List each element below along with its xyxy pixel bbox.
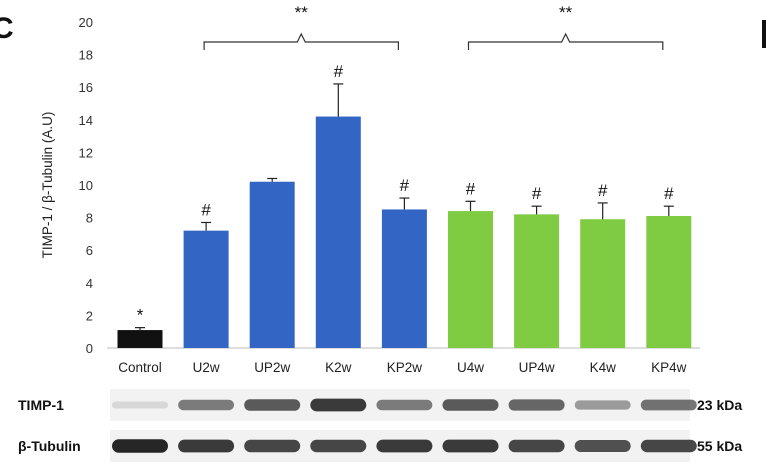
bar-UP2w — [249, 181, 295, 348]
significance-bracket-label: ** — [559, 3, 573, 22]
blot-band — [640, 399, 697, 411]
significance-mark-U4w: # — [466, 179, 476, 198]
blot-band — [640, 439, 697, 453]
significance-bracket — [203, 32, 399, 50]
category-label-KP2w: KP2w — [387, 360, 423, 375]
category-label-UP2w: UP2w — [254, 360, 290, 375]
category-label-K4w: K4w — [590, 360, 617, 375]
blot-band — [508, 399, 565, 411]
y-tick-label: 2 — [86, 308, 93, 323]
bar-UP4w — [514, 214, 560, 348]
blot-size-0: 23 kDa — [697, 397, 742, 413]
blot-label-0: TIMP-1 — [18, 397, 64, 413]
blot-band — [376, 399, 433, 411]
bars-group — [117, 116, 692, 348]
category-label-U4w: U4w — [457, 360, 484, 375]
blot-band — [178, 399, 235, 411]
blot-band — [310, 398, 367, 412]
significance-bracket — [467, 32, 664, 50]
bar-KP4w — [646, 215, 692, 348]
y-axis-label: TIMP-1 / β-Tubulin (A.U) — [40, 112, 55, 259]
y-tick-label: 12 — [79, 145, 93, 160]
significance-mark-U2w: # — [201, 200, 211, 219]
y-tick-label: 8 — [86, 211, 93, 226]
y-tick-label: 14 — [79, 113, 93, 128]
significance-mark-UP4w: # — [532, 184, 542, 203]
significance-bracket-label: ** — [295, 3, 309, 22]
blot-band — [112, 401, 168, 409]
blot-band — [508, 439, 565, 453]
category-label-U2w: U2w — [193, 360, 220, 375]
y-tick-label: 6 — [86, 243, 93, 258]
blot-band — [178, 439, 235, 453]
blot-band — [376, 439, 433, 453]
category-label-Control: Control — [118, 360, 162, 375]
significance-mark-K4w: # — [598, 181, 608, 200]
bar-U4w — [448, 211, 493, 348]
significance-mark-KP2w: # — [400, 176, 410, 195]
panel-letter: C — [0, 12, 14, 45]
blot-band — [574, 440, 631, 452]
blot-band — [442, 439, 499, 453]
y-tick-label: 4 — [86, 276, 93, 291]
bar-KP2w — [381, 209, 427, 348]
significance-mark-K2w: # — [334, 62, 344, 81]
y-tick-label: 20 — [79, 15, 93, 30]
panel-edge-mark — [762, 20, 766, 48]
y-axis-ticks: 0 2 4 6 8 10 12 14 16 18 20 — [79, 15, 93, 356]
category-label-KP4w: KP4w — [651, 360, 687, 375]
error-bars-group — [135, 83, 674, 331]
category-label-UP4w: UP4w — [519, 360, 555, 375]
western-blot-group: TIMP-1 23 kDa β-Tubulin 55 kDa — [18, 389, 742, 462]
bar-U2w — [183, 230, 229, 348]
blot-band — [244, 399, 301, 411]
blot-band — [112, 439, 168, 453]
category-labels-group: Control U2w UP2w K2w KP2w U4w UP4w K4w KP4w — [118, 360, 686, 375]
blot-band — [442, 399, 499, 411]
blot-band — [310, 439, 367, 453]
y-tick-label: 0 — [86, 341, 93, 356]
significance-marks-group: * # # # # # # # — [137, 62, 674, 325]
bar-K4w — [580, 219, 626, 348]
blot-label-1: β-Tubulin — [18, 438, 81, 454]
y-tick-label: 18 — [79, 48, 93, 63]
significance-mark-Control: * — [137, 306, 144, 325]
y-tick-label: 16 — [79, 80, 93, 95]
blot-band — [574, 400, 631, 410]
blot-band — [244, 439, 301, 453]
brackets-group: ** ** — [203, 3, 664, 50]
category-label-K2w: K2w — [325, 360, 352, 375]
bar-Control — [117, 330, 163, 348]
y-tick-label: 10 — [79, 178, 93, 193]
bar-K2w — [315, 116, 361, 348]
blot-size-1: 55 kDa — [697, 438, 742, 454]
significance-mark-KP4w: # — [664, 184, 674, 203]
